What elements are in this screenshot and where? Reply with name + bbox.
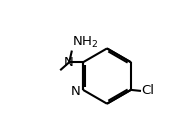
Text: Cl: Cl bbox=[141, 84, 154, 97]
Text: N: N bbox=[64, 56, 74, 69]
Text: NH$_2$: NH$_2$ bbox=[72, 35, 99, 50]
Text: N: N bbox=[71, 85, 81, 98]
